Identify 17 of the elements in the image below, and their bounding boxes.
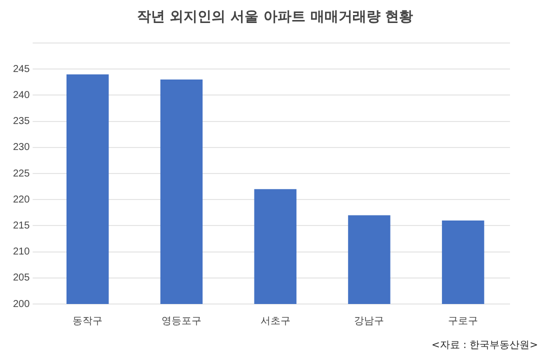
y-tick-label: 215 [12,220,30,232]
x-tick-label: 영등포구 [161,316,202,327]
y-tick-label: 220 [12,194,30,206]
x-tick-label: 강남구 [354,316,384,327]
x-tick-label: 서초구 [260,316,290,327]
chart-title: 작년 외지인의 서울 아파트 매매거래량 현황 [136,8,414,26]
y-tick-label: 210 [12,246,30,258]
x-tick-label: 구로구 [448,316,478,327]
y-tick-label: 240 [12,90,30,101]
y-tick-label: 205 [12,272,30,284]
y-tick-label: 225 [12,168,30,180]
y-tick-label: 245 [12,64,30,75]
y-tick-label: 200 [12,298,30,310]
y-tick-label: 230 [12,142,30,154]
text: <자료 : 한국부동산원> [432,339,538,352]
y-tick-label: 235 [12,116,30,128]
x-tick-label: 동작구 [72,316,103,327]
